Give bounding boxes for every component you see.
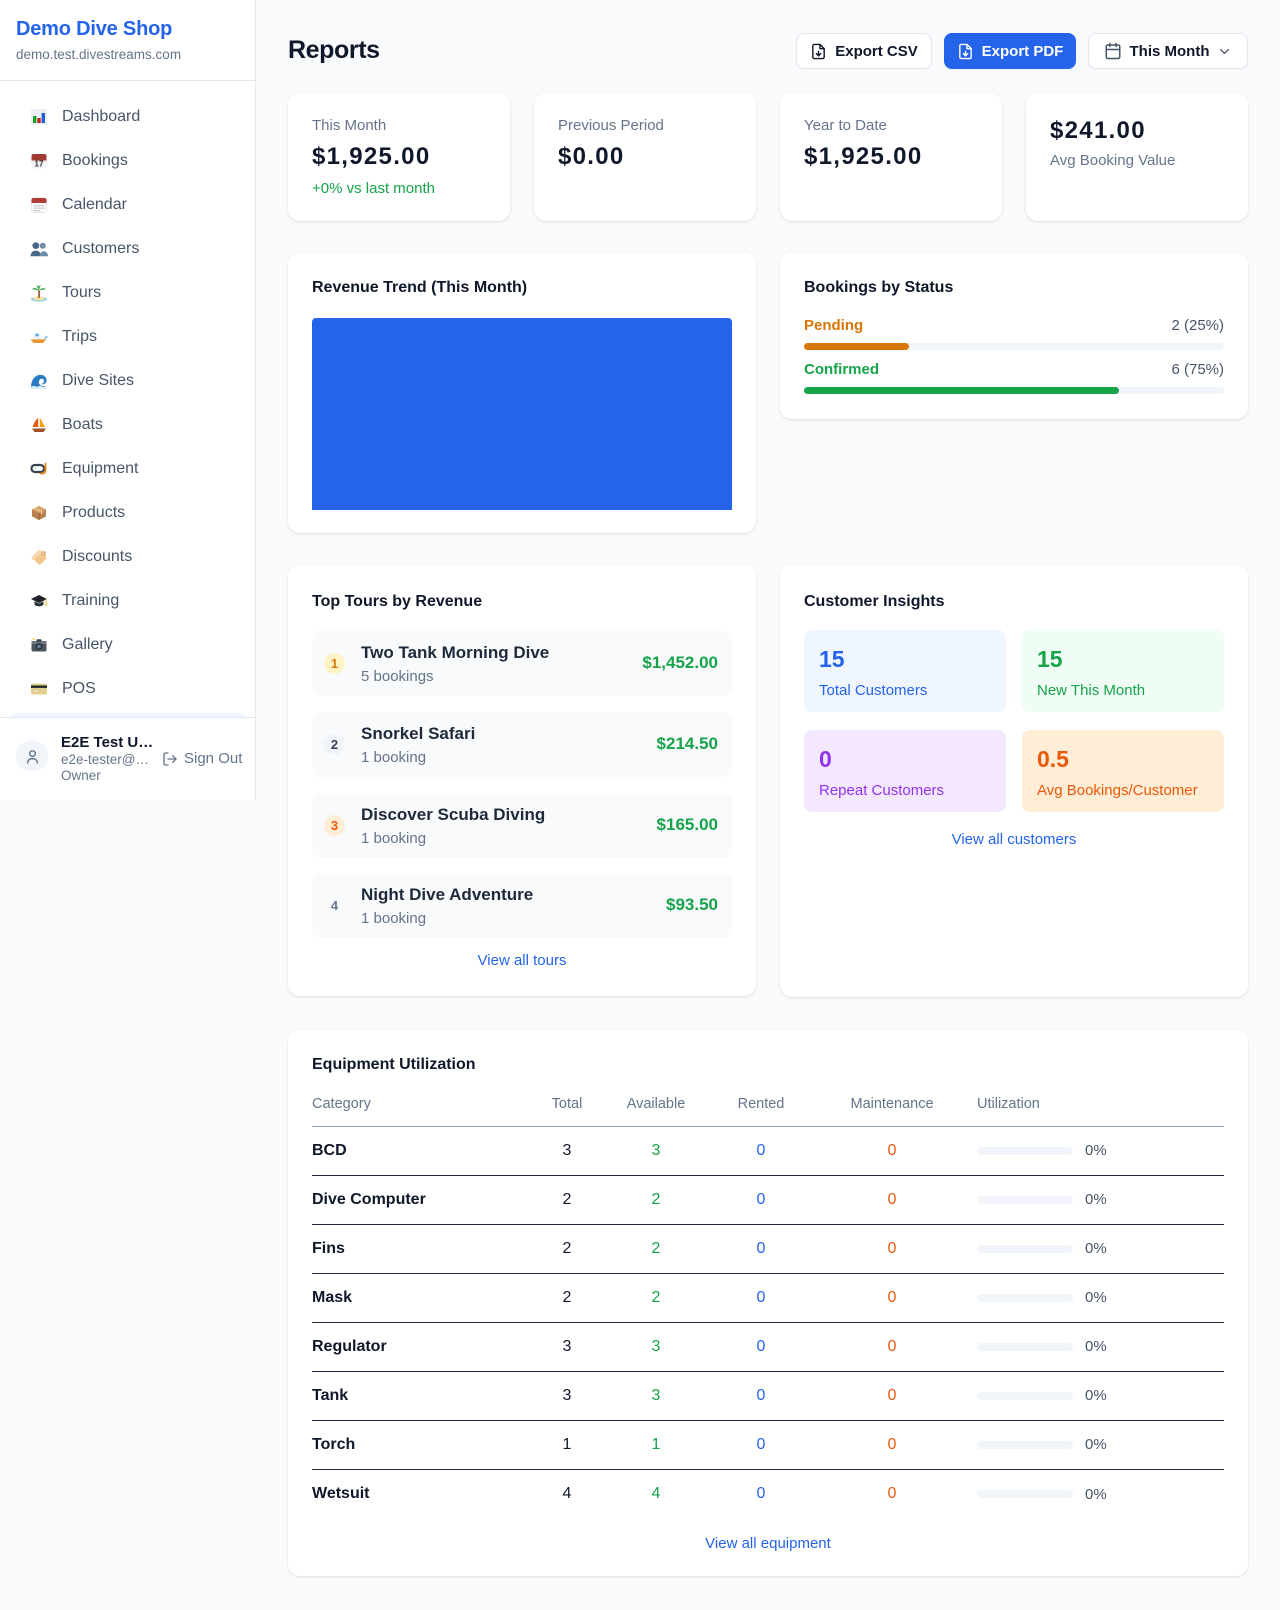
svg-text:17: 17 — [35, 160, 44, 169]
